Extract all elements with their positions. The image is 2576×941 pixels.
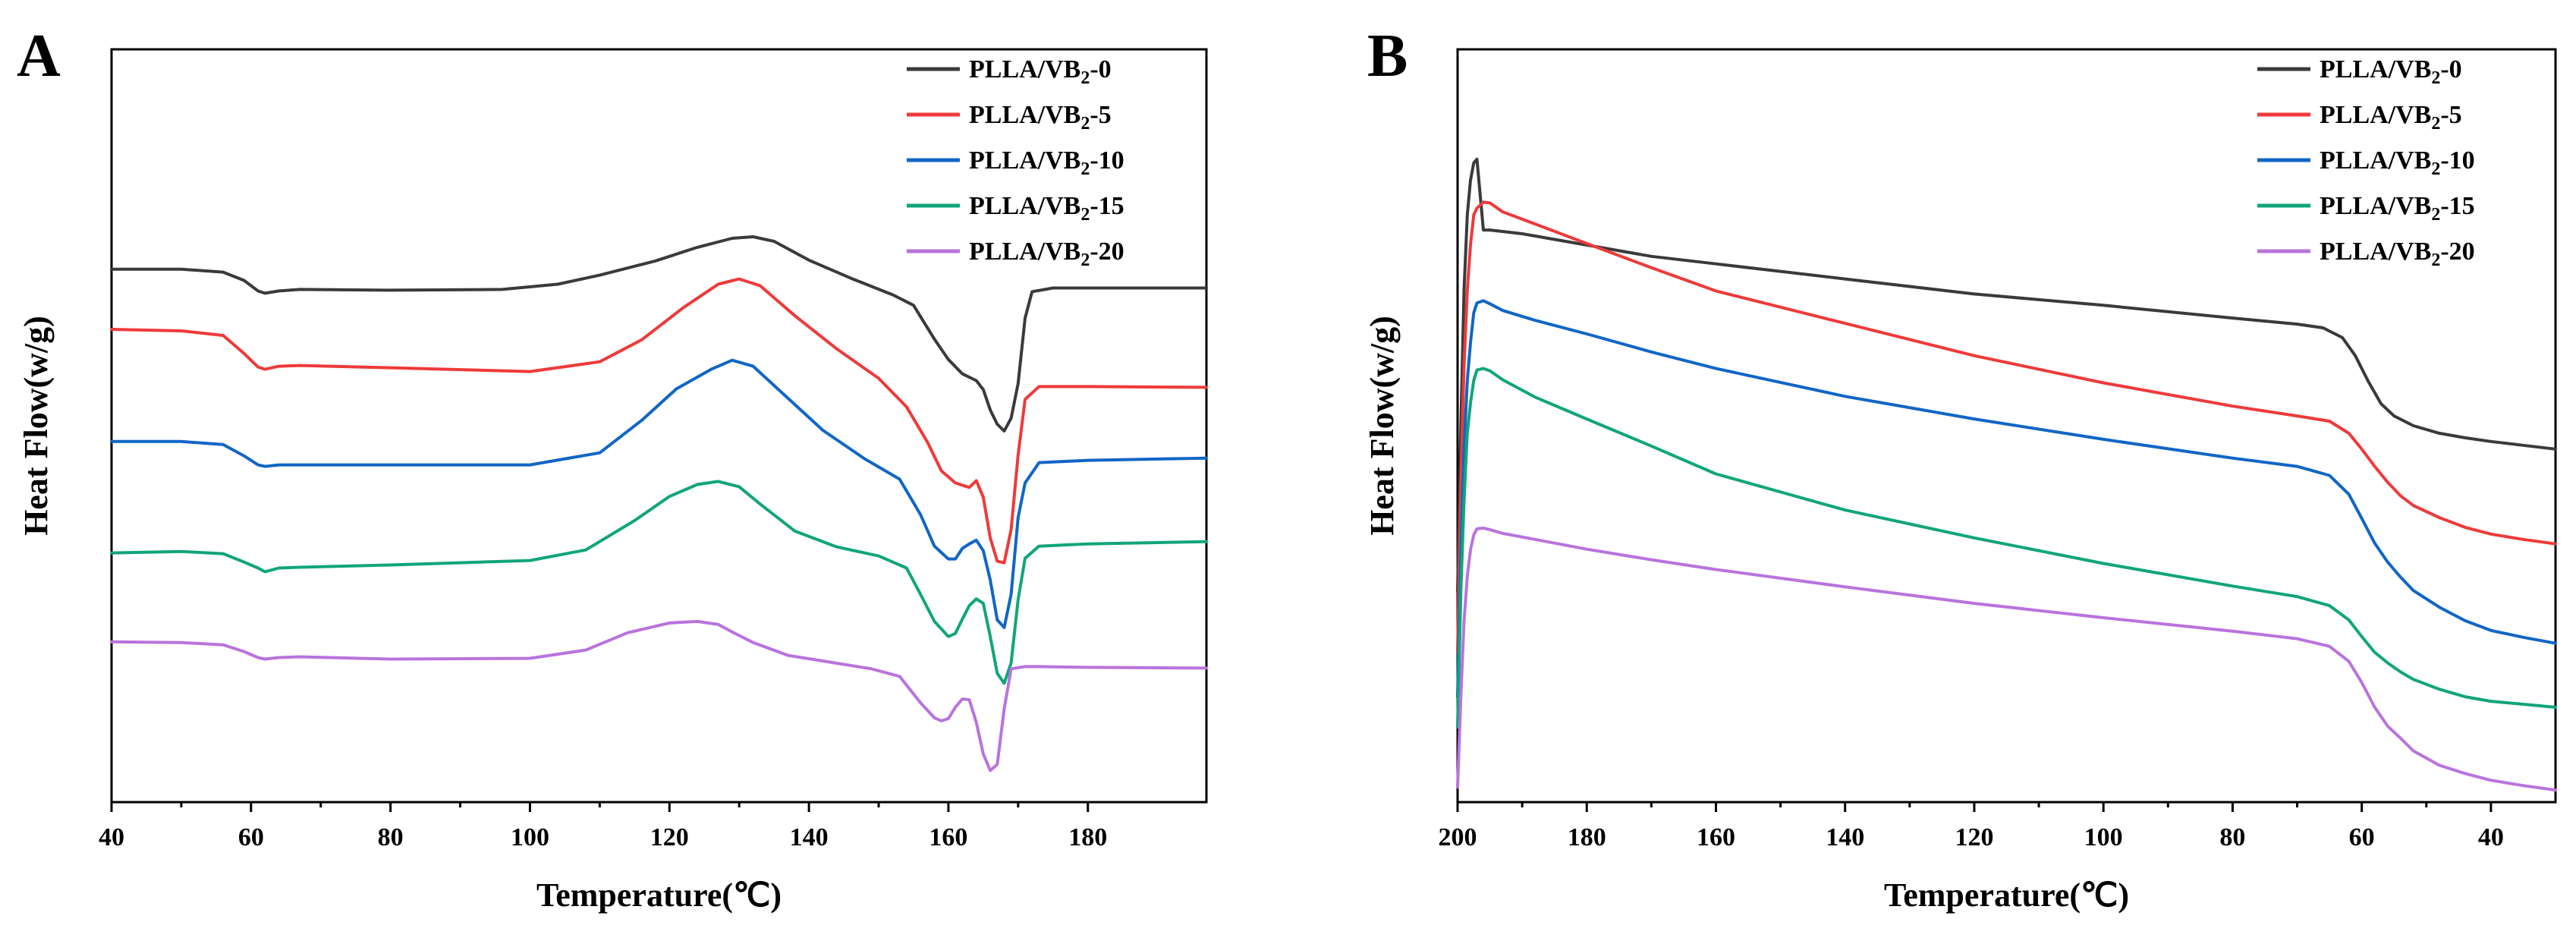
x-axis-label: Temperature(℃) <box>1884 876 2129 914</box>
x-tick-label: 100 <box>511 823 549 851</box>
series-line-20 <box>1456 526 2557 792</box>
series-line-5 <box>1456 200 2557 653</box>
x-tick-label: 80 <box>2219 823 2245 851</box>
chart-panel-b: B 200 180 160 140 120 100 80 60 40 Temperature(℃) H… <box>1363 23 2557 914</box>
x-tick-label: 160 <box>1697 823 1735 851</box>
legend-label: PLLA/VB2-5 <box>2320 101 2462 134</box>
x-tick-label: 40 <box>2478 823 2504 851</box>
x-tick-label: 60 <box>238 823 264 851</box>
legend-label: PLLA/VB2-5 <box>969 101 1112 134</box>
series-line-5 <box>110 277 1208 565</box>
legend-label: PLLA/VB2-10 <box>969 146 1124 179</box>
series-line-15 <box>110 480 1208 685</box>
x-tick-label: 80 <box>378 823 404 851</box>
panel-letter: A <box>17 23 61 90</box>
legend-label: PLLA/VB2-15 <box>969 192 1124 225</box>
x-tick-label: 140 <box>790 823 829 851</box>
legend-label: PLLA/VB2-0 <box>2320 55 2462 88</box>
series-line-10 <box>110 358 1208 629</box>
y-axis-label: Heat Flow(w/g) <box>17 316 55 536</box>
plot-frame <box>110 48 1208 804</box>
x-tick-label: 60 <box>2349 823 2375 851</box>
x-tick-label: 180 <box>1068 823 1107 851</box>
x-tick-label: 180 <box>1568 823 1606 851</box>
legend-label: PLLA/VB2-20 <box>969 238 1124 270</box>
plot-frame <box>1456 48 2557 804</box>
legend-label: PLLA/VB2-15 <box>2320 192 2475 225</box>
legend-label: PLLA/VB2-20 <box>2320 238 2475 270</box>
x-tick-label: 120 <box>650 823 689 851</box>
chart-panel-a: A 40 60 80 100 120 140 160 180 Temperature(℃) Heat… <box>17 23 1208 914</box>
y-axis-label: Heat Flow(w/g) <box>1363 316 1401 536</box>
series-line-15 <box>1456 367 2557 729</box>
legend-label: PLLA/VB2-10 <box>2320 146 2475 179</box>
x-tick-label: 140 <box>1826 823 1864 851</box>
panel-letter: B <box>1367 23 1408 90</box>
series-line-10 <box>1456 299 2557 699</box>
series-line-0 <box>1456 157 2557 593</box>
x-tick-label: 100 <box>2084 823 2123 851</box>
x-tick-label: 160 <box>929 823 967 851</box>
series-line-0 <box>110 235 1208 433</box>
x-axis-label: Temperature(℃) <box>536 876 782 914</box>
x-tick-label: 40 <box>99 823 124 851</box>
x-tick-label: 120 <box>1955 823 1993 851</box>
legend: PLLA/VB2-0 PLLA/VB2-5 PLLA/VB2-10 PLLA/VB2-… <box>2257 55 2475 270</box>
legend: PLLA/VB2-0 PLLA/VB2-5 PLLA/VB2-10 PLLA/VB2-… <box>907 55 1124 270</box>
x-tick-label: 200 <box>1439 823 1477 851</box>
legend-label: PLLA/VB2-0 <box>969 55 1112 88</box>
series-line-20 <box>110 619 1208 773</box>
